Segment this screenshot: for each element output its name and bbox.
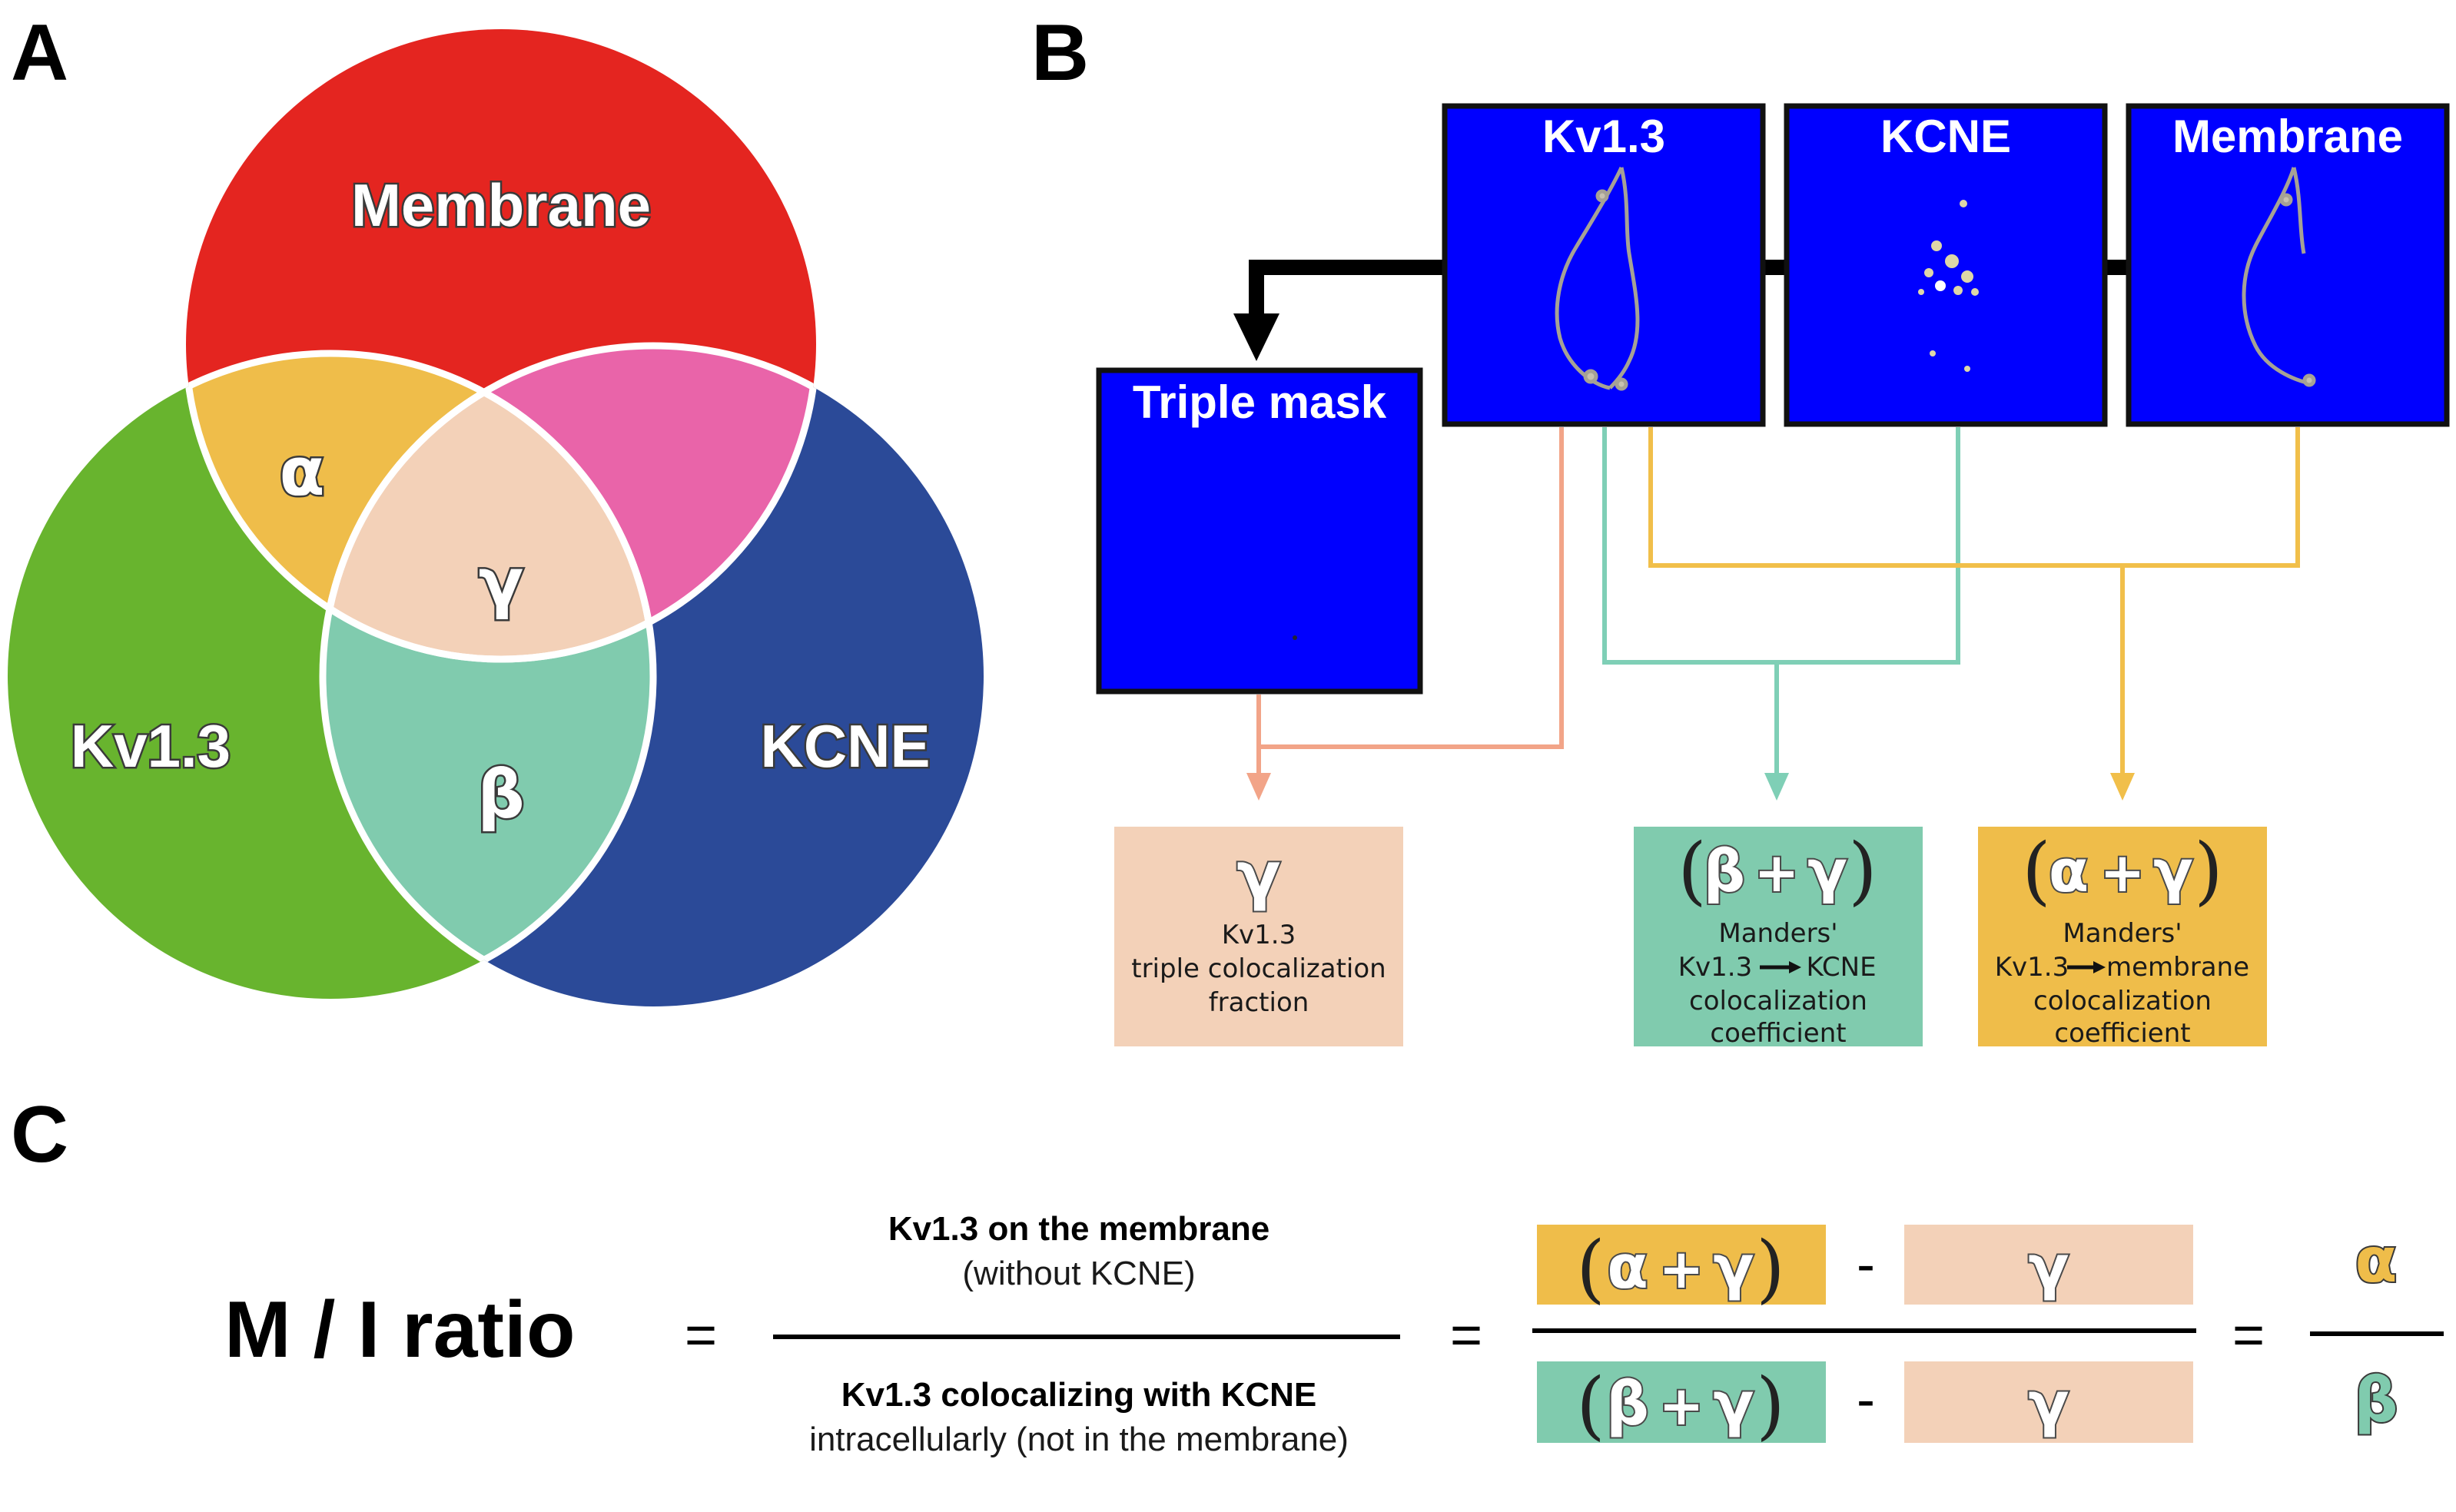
svg-text:β: β (1704, 837, 1745, 905)
venn-diagram: Membrane Kv1.3 KCNE α γ β (8, 29, 984, 1006)
panel-a: A (8, 8, 984, 1006)
image-kv13-title: Kv1.3 (1542, 111, 1665, 162)
result-alpha-gamma-from: Kv1.3 (1995, 952, 2069, 983)
svg-text:γ: γ (1713, 1370, 1754, 1439)
arrow-beta-icon (1764, 773, 1789, 801)
arrow-alpha-icon (2110, 773, 2135, 801)
panel-b-letter: B (1031, 8, 1089, 98)
svg-text:+: + (1754, 841, 1800, 904)
svg-text:): ) (1848, 827, 1877, 914)
cell-signal-kv13 (1555, 166, 1640, 391)
result-alpha-gamma-line3: colocalization (2033, 986, 2212, 1016)
venn-alpha-label: α (279, 434, 324, 511)
result-gamma-line3: fraction (1209, 987, 1309, 1018)
panel-b: B Kv1.3 KCNE (1031, 8, 2450, 1049)
result-alpha-gamma-line4: coefficient (2054, 1018, 2190, 1049)
svg-text:α: α (2049, 837, 2089, 905)
svg-text:(: ( (1576, 1362, 1605, 1448)
svg-text:(: ( (1576, 1225, 1605, 1311)
image-kcne: KCNE (1784, 103, 2108, 427)
equals-sign-3: = (2232, 1305, 2265, 1366)
result-gamma-line1: Kv1.3 (1222, 920, 1296, 950)
image-membrane: Membrane (2126, 103, 2450, 427)
svg-text:β: β (1606, 1370, 1649, 1439)
arrow-down-icon (1233, 313, 1279, 361)
triple-mask-dot (1293, 635, 1297, 640)
svg-text:): ) (2194, 827, 2222, 914)
result-beta-gamma-line1: Manders' (1718, 918, 1837, 949)
denominator-gamma: γ (1904, 1361, 2193, 1443)
numerator-bold: Kv1.3 on the membrane (888, 1210, 1269, 1248)
svg-text:(: ( (2022, 827, 2050, 914)
result-beta-gamma-formula: ( β + γ ) (1678, 827, 1877, 914)
equals-sign-2: = (1450, 1305, 1482, 1366)
image-triple-mask: Triple mask (1096, 367, 1423, 695)
arrow-right-icon (1760, 961, 1801, 973)
svg-text:γ: γ (1713, 1233, 1754, 1302)
svg-text:+: + (1659, 1238, 1704, 1301)
equals-sign-1: = (685, 1305, 717, 1366)
image-kcne-title: KCNE (1880, 111, 2011, 162)
venn-gamma-region (323, 353, 653, 659)
svg-text:+: + (2100, 841, 2146, 904)
image-membrane-title: Membrane (2172, 111, 2403, 162)
denominator-normal: intracellularly (not in the membrane) (809, 1421, 1349, 1458)
cell-signal-kcne (1918, 200, 1979, 372)
numerator-gamma: γ (1904, 1225, 2193, 1305)
venn-gamma-label: γ (479, 545, 524, 622)
minus-sign-2: - (1857, 1369, 1875, 1431)
numerator-normal: (without KCNE) (962, 1255, 1195, 1292)
svg-text:γ: γ (2153, 837, 2193, 905)
equation-title: M / I ratio (224, 1285, 575, 1374)
result-beta-gamma-to: KCNE (1806, 952, 1876, 983)
venn-membrane-label: Membrane (351, 171, 651, 239)
panel-c: C M / I ratio = Kv1.3 on the membrane (w… (11, 1090, 2444, 1458)
panel-a-letter: A (11, 8, 68, 98)
result-alpha-gamma-to: membrane (2106, 952, 2249, 983)
connector-alpha (1648, 427, 2300, 801)
svg-text:γ: γ (2028, 1370, 2069, 1439)
svg-text:α: α (1607, 1233, 1648, 1302)
arrow-gamma-icon (1246, 773, 1271, 801)
result-gamma-symbol: γ (1236, 837, 1280, 913)
panel-c-letter: C (11, 1090, 68, 1179)
numerator-alpha-gamma: ( α + γ ) (1537, 1225, 1826, 1311)
connector-gamma (1246, 427, 1564, 801)
svg-text:γ: γ (2028, 1233, 2069, 1302)
arrow-right-icon (2067, 961, 2106, 973)
result-alpha: α (2355, 1225, 2398, 1296)
svg-text:): ) (1756, 1362, 1784, 1448)
svg-text:(: ( (1678, 827, 1706, 914)
image-triple-mask-title: Triple mask (1133, 376, 1387, 428)
svg-text:γ: γ (1807, 837, 1847, 905)
venn-beta-label: β (477, 757, 525, 834)
cell-signal-membrane (2242, 167, 2316, 387)
result-beta-gamma-from: Kv1.3 (1678, 952, 1753, 983)
result-beta-gamma-line4: coefficient (1710, 1018, 1846, 1049)
denominator-beta-gamma: ( β + γ ) (1537, 1361, 1826, 1448)
result-beta: β (2354, 1364, 2398, 1436)
venn-kcne-label: KCNE (760, 712, 930, 780)
svg-text:): ) (1756, 1225, 1784, 1311)
image-kv13: Kv1.3 (1442, 103, 1766, 427)
result-alpha-gamma-formula: ( α + γ ) (2022, 827, 2222, 914)
svg-text:+: + (1659, 1374, 1704, 1437)
result-alpha-gamma: ( α + γ ) Manders' Kv1.3 membrane coloca… (1978, 827, 2267, 1049)
denominator-bold: Kv1.3 colocalizing with KCNE (841, 1376, 1317, 1414)
result-beta-gamma-line3: colocalization (1689, 986, 1867, 1016)
result-beta-gamma: ( β + γ ) Manders' Kv1.3 KCNE colocaliza… (1634, 827, 1923, 1049)
venn-kv13-label: Kv1.3 (71, 712, 231, 780)
connector-beta (1602, 427, 1960, 801)
result-gamma: γ Kv1.3 triple colocalization fraction (1114, 827, 1403, 1046)
result-gamma-line2: triple colocalization (1131, 953, 1386, 984)
result-alpha-gamma-line1: Manders' (2063, 918, 2182, 949)
minus-sign-1: - (1857, 1234, 1875, 1295)
